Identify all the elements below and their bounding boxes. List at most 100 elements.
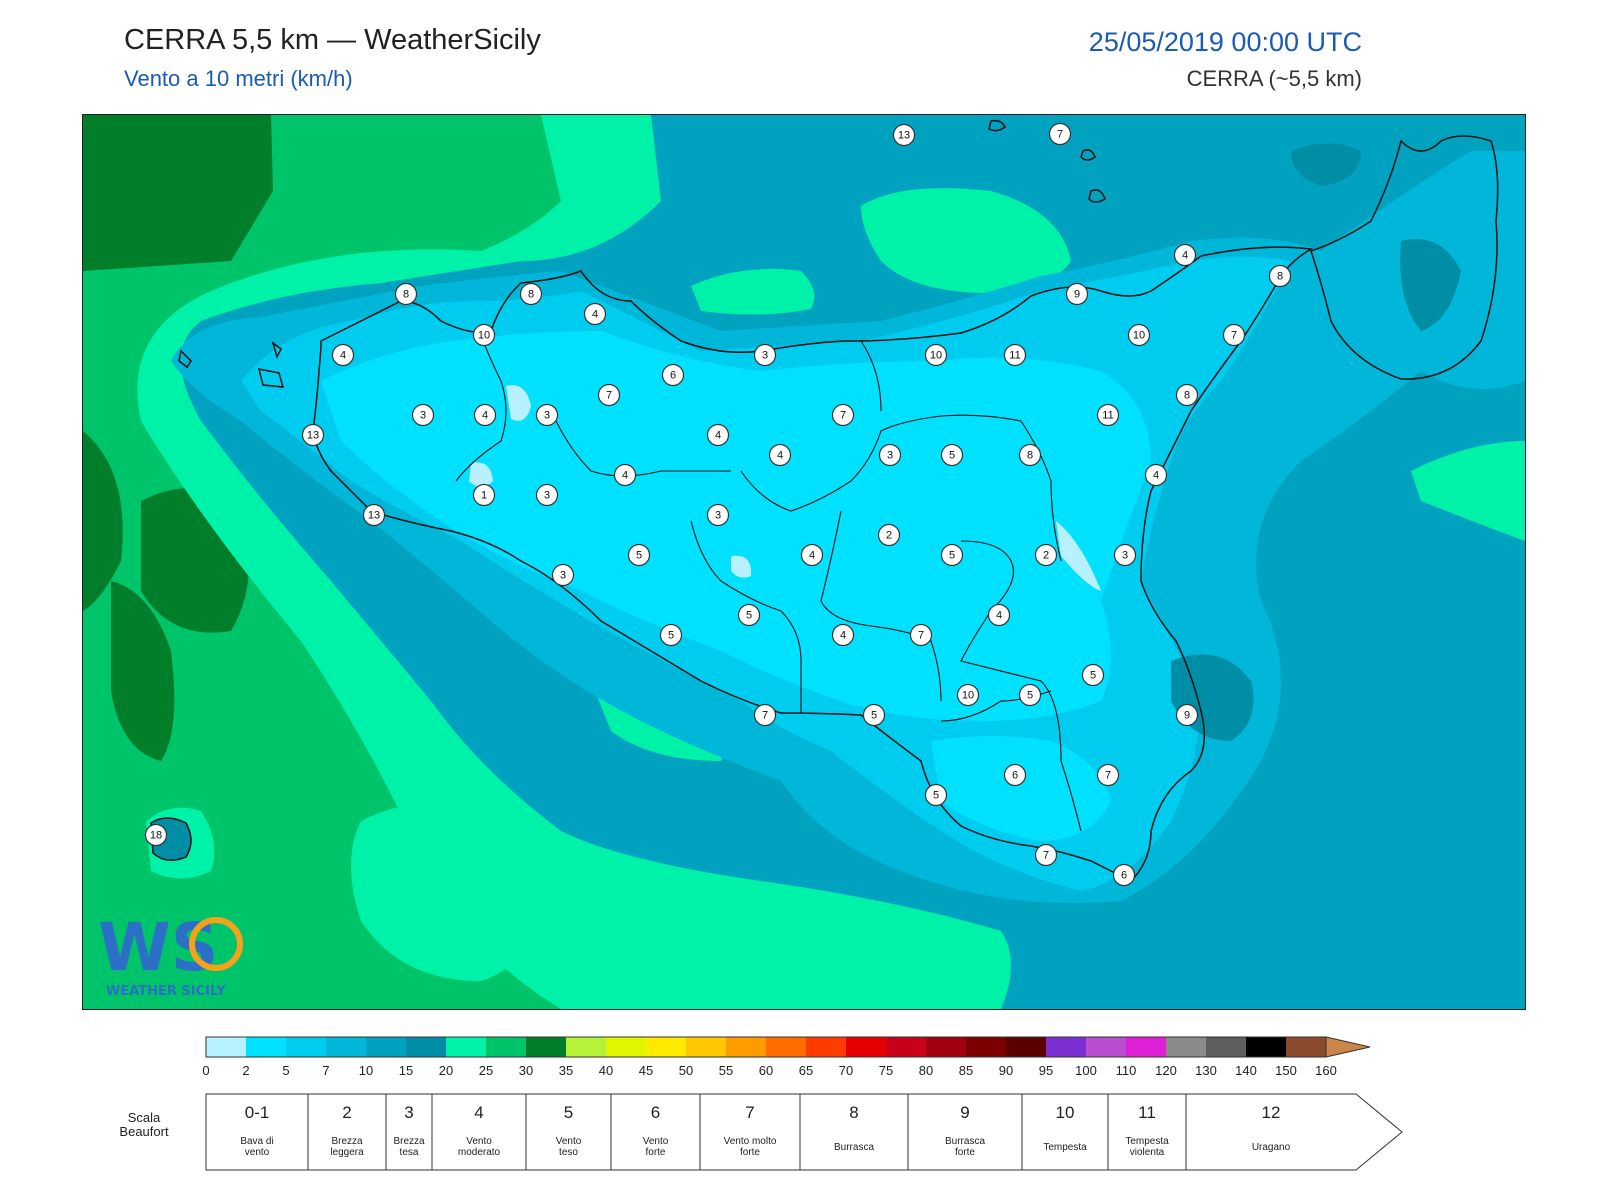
wind-station: 7: [597, 383, 621, 407]
station-circle: [831, 403, 855, 427]
colorbar-tick-label: 60: [759, 1063, 773, 1078]
beaufort-level: 4 Vento moderato: [431, 1093, 527, 1171]
colorbar-tick-label: 25: [479, 1063, 493, 1078]
wind-colorbar: [205, 1036, 1371, 1058]
station-wind-value: 10: [962, 690, 974, 702]
colorbar-frame: [205, 1036, 1327, 1058]
station-wind-value: 5: [949, 550, 955, 562]
beaufort-level: 9 Burrasca forte: [907, 1093, 1023, 1171]
wind-station: 5: [940, 543, 964, 567]
station-wind-value: 1: [481, 490, 487, 502]
beaufort-description: Uragano: [1252, 1142, 1291, 1153]
station-wind-value: 13: [307, 430, 319, 442]
station-circle: [924, 343, 948, 367]
wind-station: 7: [753, 703, 777, 727]
station-circle: [1018, 443, 1042, 467]
station-wind-value: 8: [1027, 450, 1033, 462]
station-wind-value: 5: [636, 550, 642, 562]
colorbar-tick-label: 40: [599, 1063, 613, 1078]
station-circle: [878, 443, 902, 467]
logo-tagline: WEATHER SICILY: [106, 984, 226, 999]
station-wind-value: 3: [544, 490, 550, 502]
station-circle: [535, 483, 559, 507]
sicily-coastline: [312, 246, 1314, 882]
calm-zone: [731, 555, 752, 578]
station-circle: [1096, 403, 1120, 427]
logo-letters: WS: [98, 909, 218, 986]
station-circle: [737, 603, 761, 627]
station-wind-value: 5: [949, 450, 955, 462]
station-circle: [661, 363, 685, 387]
beaufort-level: 11 Tempesta violenta: [1107, 1093, 1187, 1171]
beaufort-box: [1021, 1093, 1109, 1171]
beaufort-description: Vento molto forte: [724, 1136, 777, 1158]
station-wind-value: 3: [420, 410, 426, 422]
station-wind-value: 2: [1043, 550, 1049, 562]
station-circle: [909, 623, 933, 647]
station-circle: [1034, 843, 1058, 867]
beaufort-box: [799, 1093, 909, 1171]
station-wind-value: 11: [1102, 410, 1113, 422]
station-circle: [940, 543, 964, 567]
colorbar-bin: [686, 1037, 726, 1057]
station-circle: [768, 443, 792, 467]
station-circle: [583, 302, 607, 326]
aeolian-islands: [988, 119, 1106, 203]
station-circle: [940, 443, 964, 467]
colorbar-bin: [846, 1037, 886, 1057]
wind-station: 5: [862, 703, 886, 727]
wind-station: 5: [737, 603, 761, 627]
colorbar-bin: [1006, 1037, 1046, 1057]
wind-station: 3: [551, 563, 575, 587]
station-circle: [1034, 543, 1058, 567]
small-islands: [178, 341, 285, 388]
wind-station: 7: [1096, 763, 1120, 787]
station-wind-value: 5: [668, 630, 674, 642]
station-circle: [1113, 543, 1137, 567]
station-wind-value: 4: [777, 450, 783, 462]
colorbar-tick-label: 80: [919, 1063, 933, 1078]
beaufort-level: 12 Uragano: [1185, 1093, 1403, 1171]
beaufort-scale: 0-1 Bava di vento 2 Brezza leggera 3 Brezza tesa…: [205, 1093, 1403, 1171]
wind-zone-dark-teal: [1291, 143, 1361, 186]
colorbar-bin: [1246, 1037, 1286, 1057]
station-wind-value: 3: [762, 350, 768, 362]
station-circle: [1144, 463, 1168, 487]
wind-station: 2: [877, 523, 901, 547]
wind-station: 3: [411, 403, 435, 427]
wind-station: 4: [613, 463, 637, 487]
station-wind-value: 7: [1043, 850, 1049, 862]
colorbar-bin: [246, 1037, 286, 1057]
station-wind-value: 3: [715, 510, 721, 522]
wind-station: 13: [362, 503, 386, 527]
colorbar-bin: [1046, 1037, 1086, 1057]
wind-zone-mint: [691, 268, 815, 315]
station-circle: [753, 343, 777, 367]
wind-station: 9: [1175, 703, 1199, 727]
wind-station: 8: [1018, 443, 1042, 467]
station-circle: [1065, 282, 1089, 306]
station-wind-value: 4: [809, 550, 815, 562]
station-circle: [1048, 122, 1072, 146]
wind-station: 10: [924, 343, 948, 367]
station-wind-value: 13: [368, 510, 380, 522]
station-wind-value: 6: [1121, 870, 1127, 882]
beaufort-level: 5 Vento teso: [525, 1093, 612, 1171]
colorbar-bin: [886, 1037, 926, 1057]
station-wind-value: 2: [886, 530, 892, 542]
wind-map: 13 7 4 8 8 8 4 10 9 10 7 4 3 10 11 6 7 8 3 4 3 7 11 13 4 4 3 5 8 4 4 1 3…: [82, 114, 1526, 1010]
beaufort-number: 2: [342, 1103, 351, 1122]
wind-station: 5: [940, 443, 964, 467]
colorbar-bin: [486, 1037, 526, 1057]
beaufort-description: Tempesta violenta: [1125, 1136, 1169, 1158]
beaufort-box: [385, 1093, 433, 1171]
wind-zone-dark-teal: [1400, 239, 1461, 331]
colorbar-tick-label: 65: [799, 1063, 813, 1078]
wind-station: 13: [301, 423, 325, 447]
station-wind-value: 4: [592, 309, 598, 321]
wind-station: 13: [892, 123, 916, 147]
station-circle: [597, 383, 621, 407]
wind-station: 8: [519, 282, 543, 306]
station-circle: [1175, 703, 1199, 727]
